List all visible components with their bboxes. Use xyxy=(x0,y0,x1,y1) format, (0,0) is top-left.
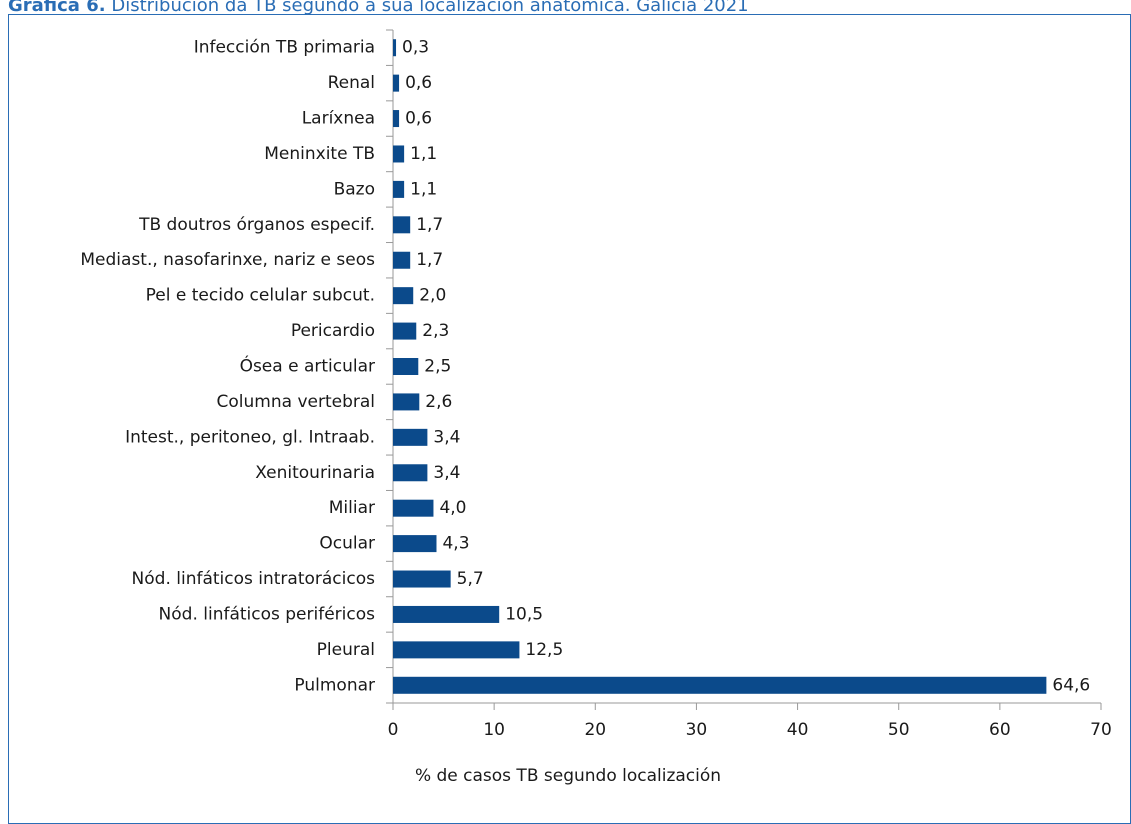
y-tick-label: Mediast., nasofarinxe, nariz e seos xyxy=(80,250,375,270)
x-tick-label: 50 xyxy=(888,720,910,740)
y-tick-label: Miliar xyxy=(329,498,375,518)
y-tick-label: Nód. linfáticos intratorácicos xyxy=(132,569,376,589)
data-label: 0,6 xyxy=(405,109,432,129)
bar xyxy=(393,358,419,375)
bar xyxy=(393,287,414,305)
bar xyxy=(393,110,400,128)
y-tick-label: Pel e tecido celular subcut. xyxy=(146,286,375,306)
y-tick-label: Nód. linfáticos periféricos xyxy=(159,604,376,624)
data-label: 2,3 xyxy=(422,321,449,341)
x-tick-label: 20 xyxy=(584,720,606,740)
y-tick-label: Pericardio xyxy=(291,321,375,341)
y-tick-label: TB doutros órganos especif. xyxy=(138,215,375,235)
data-label: 4,3 xyxy=(442,534,469,554)
data-label: 12,5 xyxy=(525,640,563,660)
data-label: 1,7 xyxy=(416,250,443,270)
bar xyxy=(393,216,411,234)
y-tick-label: Ocular xyxy=(319,534,375,554)
y-tick-label: Pulmonar xyxy=(294,675,375,695)
y-tick-label: Pleural xyxy=(317,640,375,660)
bar xyxy=(393,251,411,269)
bar xyxy=(393,428,428,446)
bar xyxy=(393,39,397,57)
bar xyxy=(393,74,400,92)
bar xyxy=(393,464,428,482)
y-tick-label: Meninxite TB xyxy=(264,144,375,164)
x-tick-label: 40 xyxy=(787,720,809,740)
bar xyxy=(393,641,520,659)
data-label: 1,7 xyxy=(416,215,443,235)
y-tick-label: Columna vertebral xyxy=(217,392,375,412)
x-tick-label: 60 xyxy=(989,720,1011,740)
data-label: 10,5 xyxy=(505,604,543,624)
bar xyxy=(393,145,405,163)
bar xyxy=(393,393,420,411)
x-tick-label: 30 xyxy=(686,720,708,740)
bar xyxy=(393,322,417,340)
data-label: 2,0 xyxy=(419,286,446,306)
bar xyxy=(393,180,405,198)
y-tick-label: Renal xyxy=(328,73,375,93)
chart-title: Gráfica 6. Distribución da TB segundo a … xyxy=(8,0,749,16)
y-tick-label: Ósea e articular xyxy=(240,355,375,377)
x-axis-title: % de casos TB segundo localización xyxy=(415,766,721,786)
x-tick-label: 70 xyxy=(1090,720,1112,740)
data-label: 0,3 xyxy=(402,38,429,58)
bar xyxy=(393,499,434,517)
bar xyxy=(393,676,1047,694)
data-label: 5,7 xyxy=(457,569,484,589)
bar xyxy=(393,605,500,623)
y-tick-label: Bazo xyxy=(334,179,375,199)
y-tick-label: Intest., peritoneo, gl. Intraab. xyxy=(125,427,375,447)
y-tick-label: Xenitourinaria xyxy=(255,463,375,483)
title-prefix: Gráfica 6. xyxy=(8,0,106,16)
y-tick-label: Infección TB primaria xyxy=(194,38,375,58)
title-text: Distribución da TB segundo a súa localiz… xyxy=(111,0,748,16)
bar xyxy=(393,535,437,553)
x-tick-label: 10 xyxy=(483,720,505,740)
data-label: 1,1 xyxy=(410,179,437,199)
data-label: 2,5 xyxy=(424,357,451,377)
data-label: 4,0 xyxy=(439,498,466,518)
data-label: 64,6 xyxy=(1052,675,1090,695)
bar xyxy=(393,570,451,588)
x-tick-label: 0 xyxy=(388,720,399,740)
y-tick-label: Laríxnea xyxy=(302,109,375,129)
data-label: 1,1 xyxy=(410,144,437,164)
data-label: 3,4 xyxy=(433,427,460,447)
data-label: 0,6 xyxy=(405,73,432,93)
chart-frame xyxy=(8,14,1131,824)
data-label: 3,4 xyxy=(433,463,460,483)
data-label: 2,6 xyxy=(425,392,452,412)
